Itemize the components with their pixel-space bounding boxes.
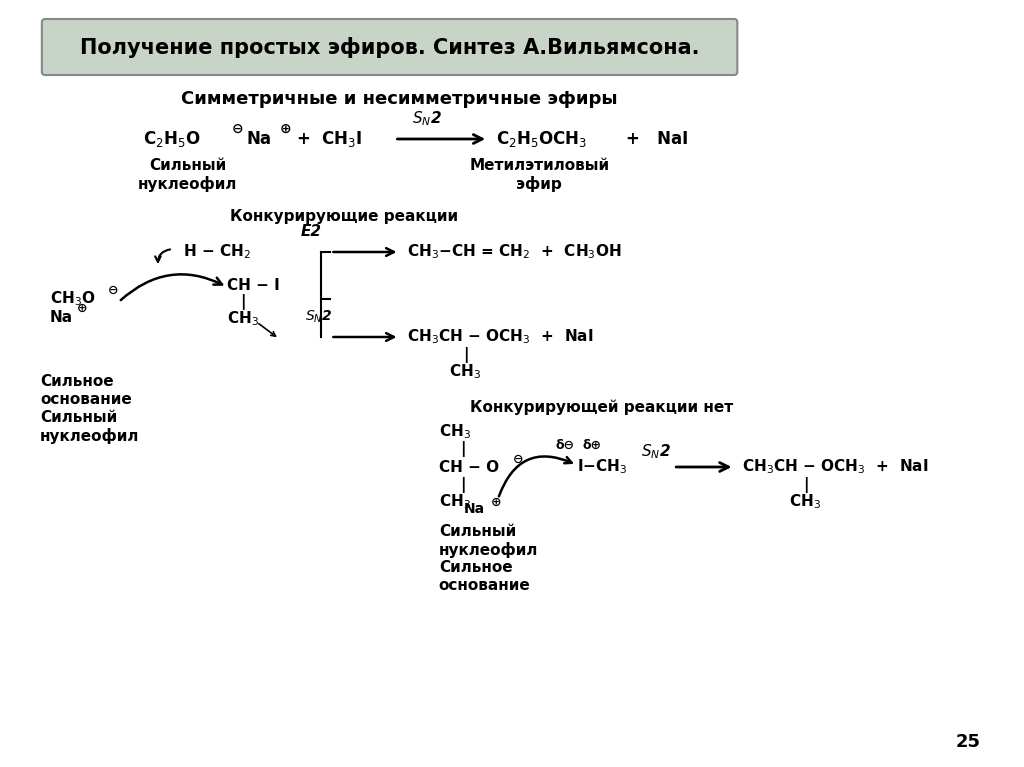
Text: Получение простых эфиров. Синтез А.Вильямсона.: Получение простых эфиров. Синтез А.Вилья… [80, 37, 699, 58]
Text: |: | [461, 477, 466, 493]
Text: Сильный: Сильный [40, 410, 117, 426]
Text: CH$_3$: CH$_3$ [227, 310, 259, 328]
Text: Симметричные и несимметричные эфиры: Симметричные и несимметричные эфиры [181, 90, 617, 108]
Text: ⊕: ⊕ [77, 301, 88, 314]
Text: CH$_3$: CH$_3$ [439, 492, 471, 512]
Text: H − CH$_2$: H − CH$_2$ [182, 242, 251, 262]
Text: I−CH$_3$: I−CH$_3$ [577, 458, 628, 476]
Text: нуклеофил: нуклеофил [40, 428, 139, 444]
Text: нуклеофил: нуклеофил [138, 176, 238, 192]
Text: ⊕: ⊕ [492, 495, 502, 509]
FancyBboxPatch shape [42, 19, 737, 75]
Text: Сильное: Сильное [439, 561, 512, 575]
Text: |: | [461, 441, 466, 457]
Text: CH$_3$: CH$_3$ [449, 363, 480, 381]
Text: |: | [464, 347, 469, 363]
Text: Конкурирующие реакции: Конкурирующие реакции [230, 209, 458, 225]
Text: ⊖: ⊖ [513, 453, 523, 466]
Text: Сильный: Сильный [150, 157, 226, 173]
Text: ⊖: ⊖ [232, 122, 244, 136]
Text: Сильное: Сильное [40, 374, 114, 390]
Text: CH$_3$CH − OCH$_3$  +  NaI: CH$_3$CH − OCH$_3$ + NaI [742, 458, 929, 476]
Text: CH − I: CH − I [227, 278, 280, 292]
Text: δ⊖: δ⊖ [555, 439, 574, 452]
Text: δ⊕: δ⊕ [583, 439, 602, 452]
Text: CH$_3$CH − OCH$_3$  +  NaI: CH$_3$CH − OCH$_3$ + NaI [408, 328, 594, 347]
Text: CH$_3$−CH = CH$_2$  +  CH$_3$OH: CH$_3$−CH = CH$_2$ + CH$_3$OH [408, 242, 622, 262]
Text: 25: 25 [955, 733, 981, 751]
Text: ⊕: ⊕ [280, 122, 291, 136]
Text: Na: Na [50, 310, 73, 324]
Text: E2: E2 [300, 225, 322, 239]
Text: CH$_3$: CH$_3$ [788, 492, 820, 512]
Text: основание: основание [40, 393, 132, 407]
Text: основание: основание [439, 578, 530, 594]
Text: CH − O: CH − O [439, 459, 499, 475]
Text: ⊖: ⊖ [108, 284, 119, 297]
Text: C$_2$H$_5$OCH$_3$: C$_2$H$_5$OCH$_3$ [496, 129, 587, 149]
Text: Сильный: Сильный [439, 525, 516, 539]
Text: нуклеофил: нуклеофил [439, 542, 539, 558]
Text: +   NaI: + NaI [626, 130, 688, 148]
Text: |: | [804, 477, 809, 493]
Text: $S_N$2: $S_N$2 [641, 443, 671, 461]
Text: Конкурирующей реакции нет: Конкурирующей реакции нет [470, 400, 733, 415]
Text: эфир: эфир [516, 176, 562, 192]
Text: +  CH$_3$I: + CH$_3$I [296, 129, 362, 149]
Text: Na: Na [464, 502, 484, 516]
Text: Na: Na [247, 130, 271, 148]
Text: Метилэтиловый: Метилэтиловый [469, 157, 609, 173]
Text: $S_N$2: $S_N$2 [412, 110, 442, 128]
Text: $S_N$2: $S_N$2 [305, 309, 333, 325]
Text: CH$_3$O: CH$_3$O [50, 290, 95, 308]
Text: C$_2$H$_5$O: C$_2$H$_5$O [143, 129, 201, 149]
Text: |: | [240, 294, 246, 310]
Text: CH$_3$: CH$_3$ [439, 423, 471, 441]
